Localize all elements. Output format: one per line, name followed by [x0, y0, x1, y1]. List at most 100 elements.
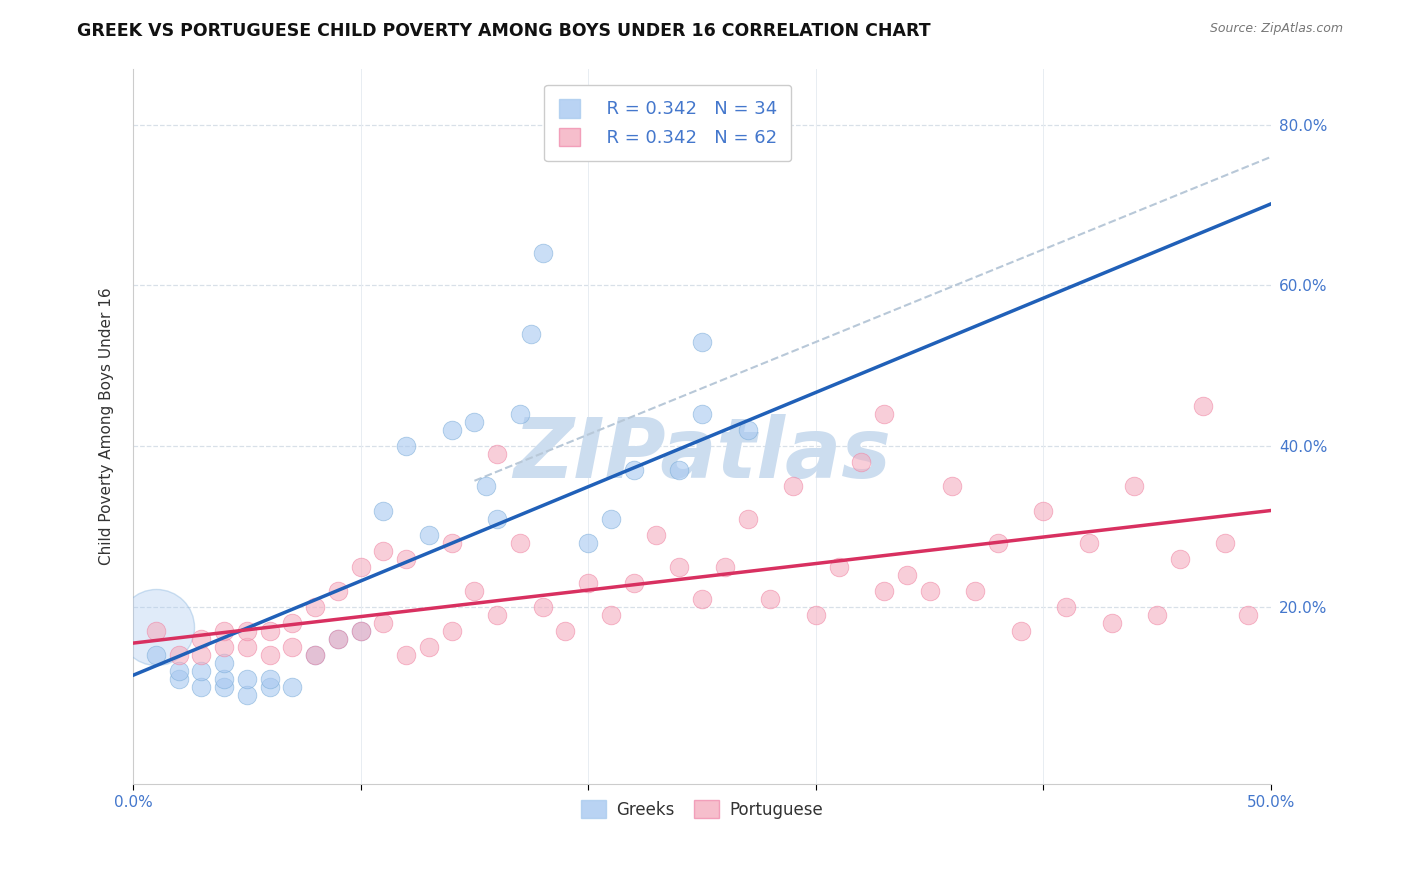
Point [576, 575, 599, 590]
Point [623, 575, 645, 590]
Point [1168, 551, 1191, 566]
Point [987, 535, 1010, 549]
Point [281, 681, 304, 695]
Point [236, 689, 259, 703]
Point [167, 648, 190, 662]
Point [259, 681, 281, 695]
Point [737, 511, 759, 525]
Point [623, 118, 645, 132]
Point [236, 624, 259, 638]
Point [486, 607, 509, 622]
Point [212, 656, 235, 670]
Point [304, 599, 326, 614]
Point [145, 648, 167, 662]
Point [509, 535, 531, 549]
Point [873, 407, 896, 421]
Point [440, 624, 463, 638]
Point [190, 681, 212, 695]
Point [373, 543, 395, 558]
Point [1054, 599, 1077, 614]
Point [576, 535, 599, 549]
Point [645, 527, 668, 541]
Point [326, 632, 349, 646]
Point [623, 463, 645, 477]
Point [326, 632, 349, 646]
Point [373, 503, 395, 517]
Point [554, 624, 576, 638]
Point [350, 624, 373, 638]
Point [236, 673, 259, 687]
Point [690, 591, 713, 606]
Point [759, 591, 782, 606]
Point [463, 415, 485, 429]
Point [236, 640, 259, 654]
Point [918, 583, 941, 598]
Point [395, 439, 418, 453]
Point [896, 567, 918, 582]
Point [167, 664, 190, 678]
Text: GREEK VS PORTUGUESE CHILD POVERTY AMONG BOYS UNDER 16 CORRELATION CHART: GREEK VS PORTUGUESE CHILD POVERTY AMONG … [77, 22, 931, 40]
Text: ZIPatlas: ZIPatlas [513, 414, 891, 495]
Point [440, 535, 463, 549]
Point [418, 640, 440, 654]
Y-axis label: Child Poverty Among Boys Under 16: Child Poverty Among Boys Under 16 [100, 287, 114, 565]
Point [1215, 535, 1237, 549]
Point [259, 624, 281, 638]
Point [259, 648, 281, 662]
Point [190, 648, 212, 662]
Point [190, 632, 212, 646]
Point [486, 447, 509, 461]
Point [941, 479, 963, 493]
Point [531, 599, 554, 614]
Point [475, 479, 498, 493]
Point [827, 559, 849, 574]
Point [531, 246, 554, 260]
Point [713, 559, 735, 574]
Point [212, 681, 235, 695]
Point [690, 407, 713, 421]
Point [259, 673, 281, 687]
Point [1010, 624, 1032, 638]
Point [350, 559, 373, 574]
Point [690, 334, 713, 349]
Point [418, 527, 440, 541]
Point [281, 615, 304, 630]
Point [1101, 615, 1123, 630]
Point [326, 583, 349, 598]
Point [600, 511, 623, 525]
Point [668, 463, 690, 477]
Point [440, 423, 463, 437]
Point [520, 326, 543, 341]
Point [350, 624, 373, 638]
Point [167, 673, 190, 687]
Point [782, 479, 804, 493]
Point [281, 640, 304, 654]
Legend: Greeks, Portuguese: Greeks, Portuguese [574, 794, 830, 825]
Point [373, 615, 395, 630]
Point [463, 583, 485, 598]
Point [145, 620, 167, 634]
Point [668, 559, 690, 574]
Point [1191, 399, 1213, 413]
Point [395, 648, 418, 662]
Point [965, 583, 987, 598]
Point [212, 673, 235, 687]
Point [851, 455, 873, 469]
Point [304, 648, 326, 662]
Point [600, 607, 623, 622]
Point [1237, 607, 1260, 622]
Point [1146, 607, 1168, 622]
Point [212, 624, 235, 638]
Point [1077, 535, 1099, 549]
Point [395, 551, 418, 566]
Point [873, 583, 896, 598]
Point [486, 511, 509, 525]
Point [212, 640, 235, 654]
Point [304, 648, 326, 662]
Point [145, 624, 167, 638]
Point [509, 407, 531, 421]
Point [804, 607, 827, 622]
Point [1123, 479, 1146, 493]
Point [737, 423, 759, 437]
Point [1032, 503, 1054, 517]
